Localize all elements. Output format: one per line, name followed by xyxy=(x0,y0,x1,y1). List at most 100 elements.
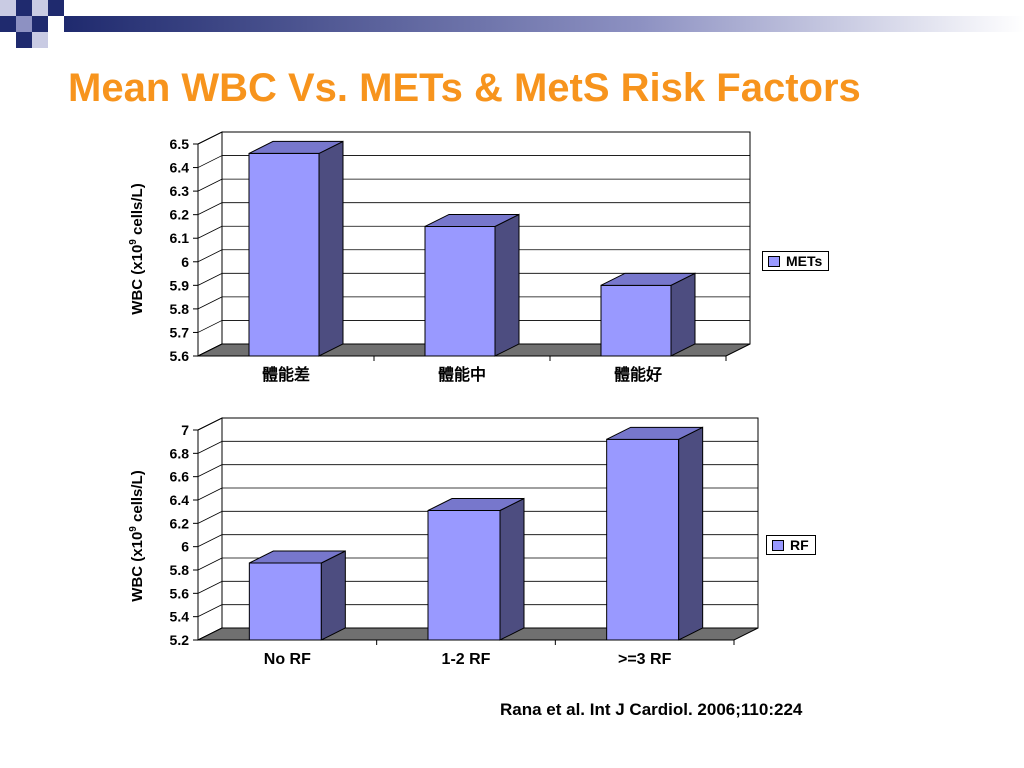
decor-square xyxy=(16,32,32,48)
gridline-side xyxy=(197,534,223,548)
bar-side xyxy=(320,550,346,641)
bar-top xyxy=(249,550,346,564)
y-tick-label: 6.3 xyxy=(170,183,190,199)
slide-title: Mean WBC Vs. METs & MetS Risk Factors xyxy=(68,66,861,110)
y-tick-label: 6.6 xyxy=(170,469,190,485)
gridline-side xyxy=(197,296,223,310)
gridline-side xyxy=(197,604,223,618)
y-axis-label-rf: WBC (x109 cells/L) xyxy=(128,451,146,621)
bar-side xyxy=(670,272,696,357)
bar-side xyxy=(678,426,704,641)
bar xyxy=(248,152,320,357)
gridline-side xyxy=(197,178,223,192)
plot-side-wall xyxy=(197,131,223,357)
bar-side xyxy=(499,497,525,641)
gridline-side xyxy=(197,202,223,216)
bar xyxy=(248,562,322,641)
legend-swatch xyxy=(772,539,784,551)
y-tick-label: 6.1 xyxy=(170,230,190,246)
y-tick-label: 7 xyxy=(181,422,189,438)
bar xyxy=(424,225,496,357)
decor-square xyxy=(32,0,48,16)
gridline-side xyxy=(197,557,223,571)
decor-square xyxy=(16,0,32,16)
y-tick-label: 6.8 xyxy=(170,445,190,461)
y-tick-label: 5.2 xyxy=(170,632,190,648)
y-tick-label: 5.6 xyxy=(170,348,190,364)
bar xyxy=(606,438,680,641)
bar-top xyxy=(424,213,520,227)
gridline-side xyxy=(197,440,223,454)
plot-back-wall xyxy=(221,131,751,345)
y-tick-label: 5.6 xyxy=(170,585,190,601)
x-tick-label: 體能中 xyxy=(438,365,486,384)
gridline-side xyxy=(197,155,223,168)
y-tick-label: 6 xyxy=(181,254,189,270)
y-axis-label-sup: 9 xyxy=(128,239,139,245)
gridline-side xyxy=(197,225,223,239)
bar-top xyxy=(606,426,703,440)
gridline-side xyxy=(197,464,223,478)
y-axis-label-tail: cells/L) xyxy=(129,470,146,527)
gridline-side xyxy=(197,320,223,333)
x-tick-label: 1-2 RF xyxy=(442,651,491,668)
y-tick-label: 5.8 xyxy=(170,562,190,578)
plot-back-wall xyxy=(221,417,759,629)
bar xyxy=(427,510,501,641)
header-gradient-bar xyxy=(64,16,1024,32)
y-axis-label-sup: 9 xyxy=(128,526,139,532)
plot-side-wall xyxy=(197,417,223,641)
citation: Rana et al. Int J Cardiol. 2006;110:224 xyxy=(500,700,803,719)
plot-floor xyxy=(197,343,751,357)
x-tick-label: 體能差 xyxy=(262,365,310,384)
gridline-side xyxy=(197,131,223,145)
y-axis-label-main: WBC (x10 xyxy=(129,531,146,602)
bar-side xyxy=(318,140,344,357)
gridline-side xyxy=(197,417,223,431)
decor-square xyxy=(16,16,32,32)
y-axis-label-mets: WBC (x109 cells/L) xyxy=(128,164,146,334)
bar xyxy=(600,284,672,357)
y-tick-label: 6.4 xyxy=(170,160,190,176)
y-tick-label: 6.2 xyxy=(170,207,190,223)
gridline-side xyxy=(197,249,223,263)
y-tick-label: 5.4 xyxy=(170,609,190,625)
legend-rf: RF xyxy=(766,535,816,555)
legend-label: RF xyxy=(790,537,809,553)
gridline-side xyxy=(197,627,223,641)
legend-label: METs xyxy=(786,253,823,269)
decor-square xyxy=(0,16,16,32)
gridline-side xyxy=(197,343,223,357)
y-tick-label: 5.8 xyxy=(170,301,190,317)
y-tick-label: 6.4 xyxy=(170,492,190,508)
x-tick-label: No RF xyxy=(264,651,311,668)
plot-floor xyxy=(197,627,759,641)
gridline-side xyxy=(197,487,223,501)
x-tick-label: >=3 RF xyxy=(618,651,672,668)
gridline-side xyxy=(197,580,223,594)
bar-side xyxy=(494,213,520,357)
y-tick-label: 6.5 xyxy=(170,136,190,152)
bar-top xyxy=(427,498,525,511)
decor-square xyxy=(48,0,64,16)
gridline-side xyxy=(197,510,223,524)
legend-swatch xyxy=(768,255,780,267)
y-axis-label-main: WBC (x10 xyxy=(129,244,146,315)
corner-decoration xyxy=(0,0,64,48)
bar-top xyxy=(600,272,696,286)
y-axis-label-tail: cells/L) xyxy=(129,183,146,240)
decor-square xyxy=(32,32,48,48)
decor-square xyxy=(0,0,16,16)
bar-top xyxy=(248,140,344,154)
decor-square xyxy=(32,16,48,32)
gridline-side xyxy=(197,272,223,286)
y-tick-label: 6 xyxy=(181,539,189,555)
y-tick-label: 6.2 xyxy=(170,515,190,531)
y-tick-label: 5.9 xyxy=(170,277,190,293)
y-tick-label: 5.7 xyxy=(170,324,190,340)
x-tick-label: 體能好 xyxy=(614,365,662,384)
legend-mets: METs xyxy=(762,251,830,271)
